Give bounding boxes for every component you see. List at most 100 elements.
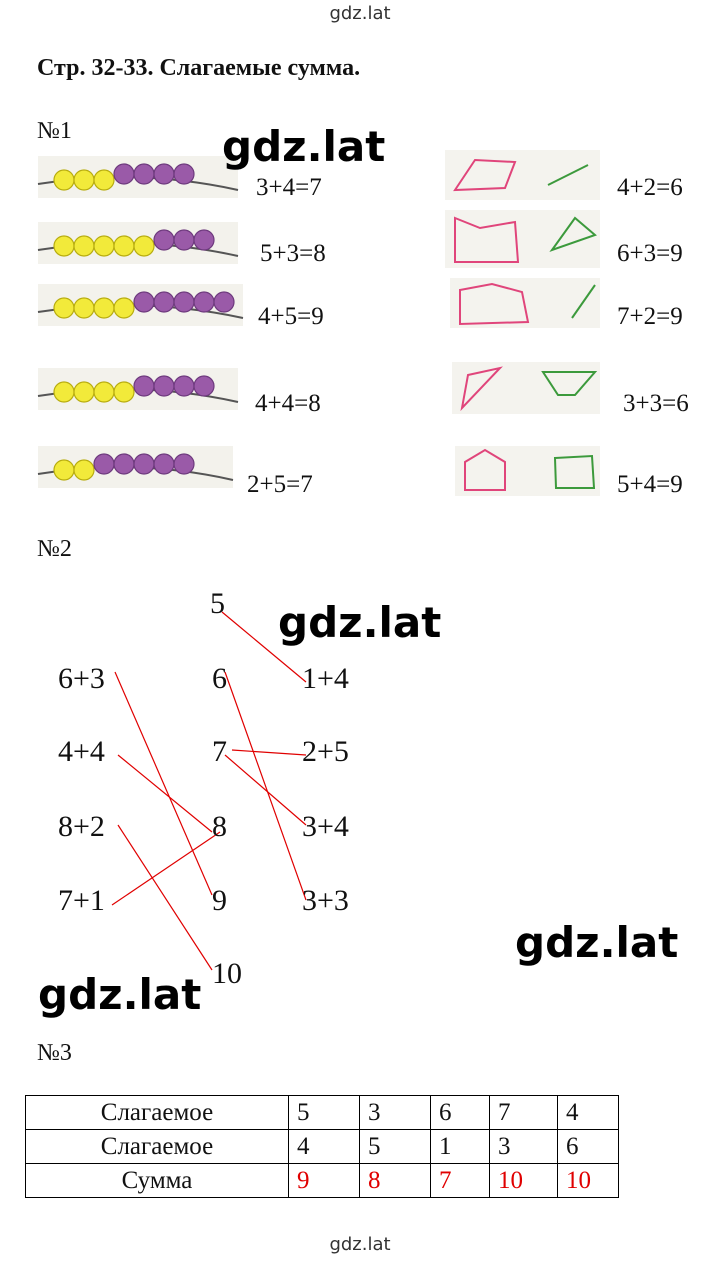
bead: [133, 235, 155, 257]
cell: 6: [557, 1129, 619, 1164]
row-header: Слагаемое: [25, 1095, 289, 1130]
watermark: gdz.lat: [222, 122, 386, 171]
bead: [193, 229, 215, 251]
sum-table: Слагаемое 5 3 6 7 4 Слагаемое 4 5 1 3 6 …: [25, 1095, 619, 1198]
cell: 4: [288, 1129, 360, 1164]
number: 8: [212, 810, 227, 843]
site-footer: gdz.lat: [329, 1234, 391, 1255]
number: 9: [212, 884, 227, 917]
bead: [153, 453, 175, 475]
expression: 3+3: [302, 884, 349, 917]
watermark: gdz.lat: [278, 598, 442, 647]
bead: [93, 235, 115, 257]
equation: 3+3=6: [623, 390, 689, 417]
bead: [93, 453, 115, 475]
answer-cell: 8: [359, 1163, 431, 1198]
bead: [153, 229, 175, 251]
expression: 2+5: [302, 735, 349, 768]
row-header: Слагаемое: [25, 1129, 289, 1164]
bead: [133, 291, 155, 313]
cell: 5: [359, 1129, 431, 1164]
bead: [53, 459, 75, 481]
answer-cell: 7: [430, 1163, 490, 1198]
bead: [113, 235, 135, 257]
expression: 7+1: [58, 884, 105, 917]
bead: [213, 291, 235, 313]
equation: 4+4=8: [255, 390, 321, 417]
cell: 4: [557, 1095, 619, 1130]
bead: [153, 163, 175, 185]
bead: [173, 375, 195, 397]
equation: 3+4=7: [256, 174, 322, 201]
table-row: Слагаемое 4 5 1 3 6: [25, 1129, 619, 1164]
cell: 3: [359, 1095, 431, 1130]
bead: [93, 297, 115, 319]
shapes: [445, 150, 600, 496]
answer-cell: 9: [288, 1163, 360, 1198]
bead: [93, 381, 115, 403]
bead: [53, 381, 75, 403]
answer-cell: 10: [557, 1163, 619, 1198]
number: 6: [212, 662, 227, 695]
bead: [153, 375, 175, 397]
cell: 3: [489, 1129, 558, 1164]
watermark: gdz.lat: [515, 918, 679, 967]
bead: [113, 163, 135, 185]
bead: [93, 169, 115, 191]
number: 5: [210, 587, 225, 620]
bead: [173, 291, 195, 313]
match-lines: [111, 611, 307, 971]
expression: 1+4: [302, 662, 349, 695]
bead: [73, 297, 95, 319]
expression: 4+4: [58, 735, 105, 768]
cell: 1: [430, 1129, 490, 1164]
bead: [173, 453, 195, 475]
bead: [133, 375, 155, 397]
task-label: №1: [37, 118, 72, 144]
bead: [173, 163, 195, 185]
watermark: gdz.lat: [38, 970, 202, 1019]
bead: [53, 297, 75, 319]
cell: 6: [430, 1095, 490, 1130]
equation: 2+5=7: [247, 471, 313, 498]
row-header: Сумма: [25, 1163, 289, 1198]
bead: [53, 235, 75, 257]
bead: [193, 375, 215, 397]
equation: 5+4=9: [617, 471, 683, 498]
bead: [113, 453, 135, 475]
table-row: Слагаемое 5 3 6 7 4: [25, 1095, 619, 1130]
bead: [53, 169, 75, 191]
bead: [73, 459, 95, 481]
bead: [73, 235, 95, 257]
equation: 4+5=9: [258, 303, 324, 330]
expression: 8+2: [58, 810, 105, 843]
number: 7: [212, 735, 227, 768]
cell: 7: [489, 1095, 558, 1130]
bead: [73, 381, 95, 403]
task-label: №2: [37, 536, 72, 562]
answer-cell: 10: [489, 1163, 558, 1198]
equation: 6+3=9: [617, 240, 683, 267]
cell: 5: [288, 1095, 360, 1130]
bead: [173, 229, 195, 251]
bead: [193, 291, 215, 313]
site-header: gdz.lat: [329, 3, 391, 24]
bead: [133, 163, 155, 185]
number: 10: [212, 957, 242, 990]
equation: 4+2=6: [617, 174, 683, 201]
bead: [113, 381, 135, 403]
bead: [73, 169, 95, 191]
bead: [153, 291, 175, 313]
equation: 7+2=9: [617, 303, 683, 330]
equation: 5+3=8: [260, 240, 326, 267]
expression: 6+3: [58, 662, 105, 695]
beads: [37, 156, 244, 488]
page-title: Стр. 32-33. Слагаемые сумма.: [37, 55, 361, 81]
table-row: Сумма 9 8 7 10 10: [25, 1163, 619, 1198]
task-label: №3: [37, 1040, 72, 1066]
expression: 3+4: [302, 810, 349, 843]
bead: [133, 453, 155, 475]
